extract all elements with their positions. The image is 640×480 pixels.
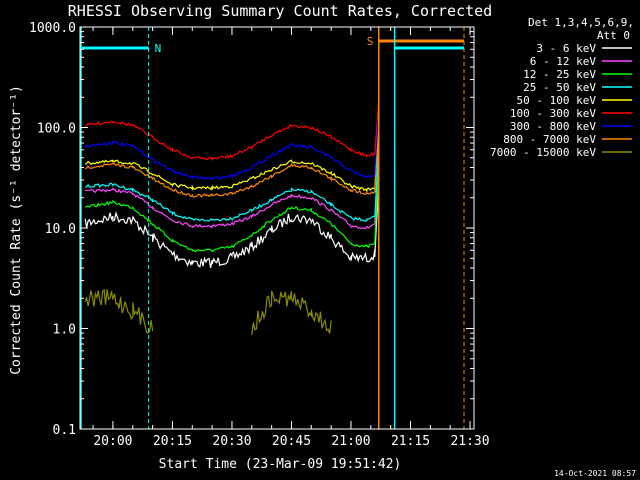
x-tick-label: 21:15 bbox=[391, 434, 430, 449]
series-line-9 bbox=[84, 288, 332, 335]
series-line-6 bbox=[84, 99, 380, 162]
legend-entry-label: 50 - 100 keV bbox=[517, 94, 597, 107]
legend-entry-label: 6 - 12 keV bbox=[530, 55, 597, 68]
series-line-4 bbox=[85, 143, 380, 222]
legend-entry-label: 3 - 6 keV bbox=[536, 42, 596, 55]
y-tick-label: 100.0 bbox=[37, 122, 76, 137]
series-line-8 bbox=[84, 127, 380, 198]
series-line-2 bbox=[85, 148, 380, 230]
legend-entry-label: 12 - 25 keV bbox=[523, 68, 596, 81]
legend-entry-label: 800 - 7000 keV bbox=[503, 133, 596, 146]
legend-header-line-2: Att 0 bbox=[597, 29, 630, 42]
y-tick-label: 1000.0 bbox=[29, 21, 76, 36]
legend-header-line-1: Det 1,3,4,5,6,9, bbox=[528, 16, 634, 29]
x-tick-label: 20:30 bbox=[212, 434, 251, 449]
annotation-s-group: S bbox=[367, 27, 465, 429]
series-line-7 bbox=[84, 111, 380, 181]
y-axis-label: Corrected Count Rate (s⁻¹ detector⁻¹) bbox=[9, 85, 24, 375]
x-tick-label: 21:00 bbox=[331, 434, 370, 449]
x-axis-label: Start Time (23-Mar-09 19:51:42) bbox=[159, 457, 402, 472]
legend-entry-label: 300 - 800 keV bbox=[510, 120, 596, 133]
legend-entry-label: 7000 - 15000 keV bbox=[490, 146, 596, 159]
annotation-n-label: N bbox=[155, 42, 162, 55]
legend-entry-label: 25 - 50 keV bbox=[523, 81, 596, 94]
plot-area: N S 0.1 1.0 10.0 100.0 1000.0 20:00 20:15 20:30 20… bbox=[29, 21, 490, 449]
x-tick-label: 21:30 bbox=[450, 434, 489, 449]
y-tick-label: 1.0 bbox=[53, 323, 76, 338]
y-tick-label: 10.0 bbox=[45, 222, 76, 237]
series-line-5 bbox=[84, 122, 380, 193]
series-line-3 bbox=[85, 161, 380, 253]
footer-timestamp: 14-Oct-2021 08:57 bbox=[554, 469, 636, 478]
series-line-1 bbox=[84, 184, 380, 269]
chart-title: RHESSI Observing Summary Count Rates, Co… bbox=[68, 2, 492, 20]
y-tick-label: 0.1 bbox=[53, 423, 76, 438]
legend-entry-label: 100 - 300 keV bbox=[510, 107, 596, 120]
x-tick-label: 20:00 bbox=[93, 434, 132, 449]
annotation-s-label: S bbox=[367, 35, 374, 48]
x-tick-label: 20:45 bbox=[272, 434, 311, 449]
x-tick-label: 20:15 bbox=[153, 434, 192, 449]
